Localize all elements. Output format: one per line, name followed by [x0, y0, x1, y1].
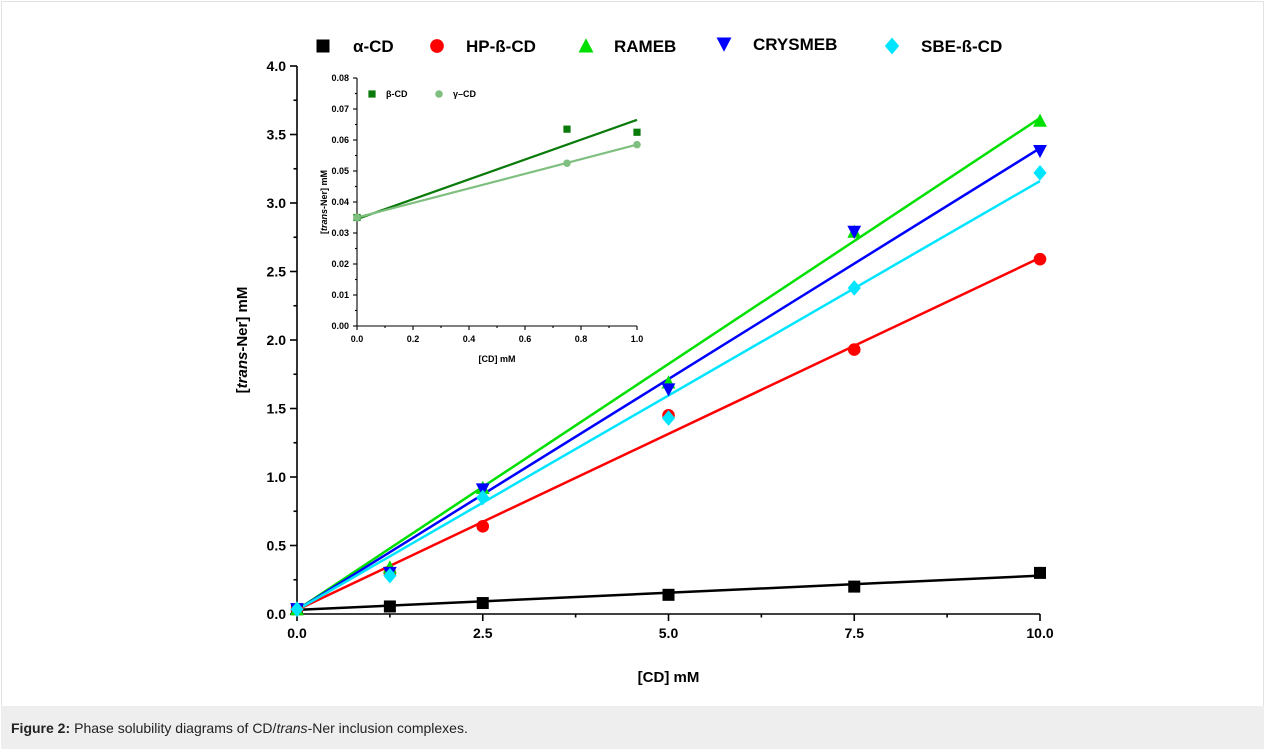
phase-solubility-chart: 0.0 0.5 1.0 1.5 2.0 2.5 3.0 3.5 4.0 0.0 2.5 5.0 7.5 1… [234, 35, 1054, 686]
main-x-tick-label: 0.0 [287, 625, 307, 641]
main-point-sbe-cd [1033, 165, 1047, 181]
inset-y-tick-label: 0.02 [331, 259, 349, 269]
inset-x-tick-label: 0.2 [407, 334, 420, 344]
caption-text-post: -Ner inclusion complexes. [307, 719, 468, 736]
inset-fit-line-cd [356, 143, 638, 219]
main-point-hp-cd [476, 520, 490, 533]
inset-point-cd [563, 125, 571, 133]
main-point-crysmeb [847, 225, 862, 239]
main-plot: 0.0 0.5 1.0 1.5 2.0 2.5 3.0 3.5 4.0 0.0 2.5 5.0 7.5 1… [234, 58, 1054, 686]
main-y-tick-label: 3.0 [267, 195, 287, 211]
inset-point-cd [633, 140, 641, 149]
inset-y-tick-label: 0.03 [331, 228, 349, 238]
main-point-cd [848, 580, 861, 593]
main-y-tick-label: 2.5 [267, 264, 287, 280]
main-point-sbe-cd [661, 410, 676, 426]
inset-x-tick-label: 0.8 [575, 334, 588, 344]
inset-y-tick-label: 0.04 [331, 197, 349, 207]
main-y-tick-label: 0.0 [267, 606, 287, 622]
inset-y-tick-label: 0.00 [331, 321, 349, 331]
inset-x-axis-label: [CD] mM [479, 354, 516, 364]
main-legend-label-rameb: RAMEB [614, 37, 676, 56]
main-point-crysmeb [661, 383, 676, 397]
main-y-tick-label: 4.0 [267, 58, 287, 74]
main-x-tick-label: 10.0 [1026, 625, 1053, 641]
main-legend-label-cd: α-CD [353, 37, 394, 56]
main-x-tick-label: 5.0 [659, 625, 679, 641]
inset-y-tick-label: 0.01 [331, 290, 349, 300]
main-legend-marker-sbe-cd [884, 37, 900, 55]
main-point-crysmeb [1033, 144, 1047, 159]
main-y-tick-label: 1.5 [267, 401, 287, 417]
main-fit-line-hp-cd [296, 256, 1041, 612]
inset-legend-label-cd: β-CD [386, 89, 408, 99]
main-point-hp-cd [1033, 252, 1047, 266]
main-legend-label-sbe-cd: SBE-ß-CD [921, 37, 1002, 56]
inset-y-axis-label-pre: [ [319, 231, 329, 234]
inset-x-tick-label: 0.4 [463, 334, 476, 344]
main-point-sbe-cd [383, 567, 397, 584]
main-fit-line-rameb [296, 117, 1041, 611]
inset-legend: β-CD γ–CD [368, 89, 477, 99]
inset-legend-marker-cd [435, 90, 443, 98]
main-x-tick-label: 2.5 [473, 625, 493, 641]
caption-text-pre: Phase solubility diagrams of CD/ [74, 719, 277, 736]
inset-plot: 0.00 0.01 0.02 0.03 0.04 0.05 0.06 0.07 0.08 0.0 0… [319, 73, 643, 364]
main-y-tick-label: 1.0 [267, 469, 287, 485]
inset-x-tick-label: 1.0 [631, 334, 644, 344]
main-y-tick-label: 3.5 [267, 127, 287, 143]
figure-label: Figure 2: [11, 719, 71, 736]
inset-y-tick-label: 0.07 [331, 104, 349, 114]
main-y-tick-label: 2.0 [267, 332, 287, 348]
inset-y-tick-label: 0.06 [331, 135, 349, 145]
main-legend-marker-hp-cd [430, 39, 444, 53]
inset-point-cd [633, 128, 641, 136]
main-point-cd [662, 588, 675, 601]
main-y-axis-label: [trans-Ner] mM [234, 287, 251, 394]
main-y-axis-label-pre: [ [234, 388, 251, 393]
inset-y-axis-label-italic: trans [319, 209, 329, 231]
main-y-axis-label-italic: trans [234, 352, 251, 389]
figure-caption: Figure 2: Phase solubility diagrams of C… [1, 706, 1264, 749]
inset-y-axis-label-post: -Ner] mM [319, 170, 329, 209]
inset-y-axis-label: [trans-Ner] mM [319, 170, 329, 234]
inset-x-tick-label: 0.0 [351, 334, 364, 344]
main-x-axis-label: [CD] mM [638, 669, 700, 686]
main-point-cd [383, 600, 396, 613]
inset-point-cd [563, 159, 571, 168]
main-x-tick-label: 7.5 [845, 625, 865, 641]
main-legend-label-hp-cd: HP-ß-CD [466, 37, 536, 56]
inset-y-tick-label: 0.05 [331, 166, 349, 176]
inset-y-tick-label: 0.08 [331, 73, 349, 83]
main-legend-marker-crysmeb [716, 37, 732, 52]
main-y-axis-label-post: -Ner] mM [234, 287, 251, 352]
inset-fit-line-cd [356, 118, 638, 221]
main-legend: α-CD HP-ß-CD RAMEB CRYSMEB SBE-ß-CD [316, 35, 1002, 56]
main-point-rameb [1033, 113, 1047, 127]
main-point-cd [1034, 566, 1046, 579]
inset-x-tick-label: 0.6 [519, 334, 532, 344]
caption-text-italic: trans [276, 719, 308, 736]
main-legend-marker-rameb [578, 38, 594, 53]
main-point-sbe-cd [290, 601, 304, 618]
inset-point-cd [353, 213, 361, 222]
inset-legend-marker-cd [368, 90, 376, 98]
inset-legend-label-cd: γ–CD [453, 89, 477, 99]
main-point-sbe-cd [476, 489, 490, 506]
main-y-tick-label: 0.5 [267, 538, 287, 554]
main-point-sbe-cd [847, 280, 861, 296]
main-legend-label-crysmeb: CRYSMEB [753, 35, 837, 54]
main-point-cd [476, 597, 489, 610]
main-point-hp-cd [847, 343, 861, 356]
main-legend-marker-cd [316, 39, 330, 53]
